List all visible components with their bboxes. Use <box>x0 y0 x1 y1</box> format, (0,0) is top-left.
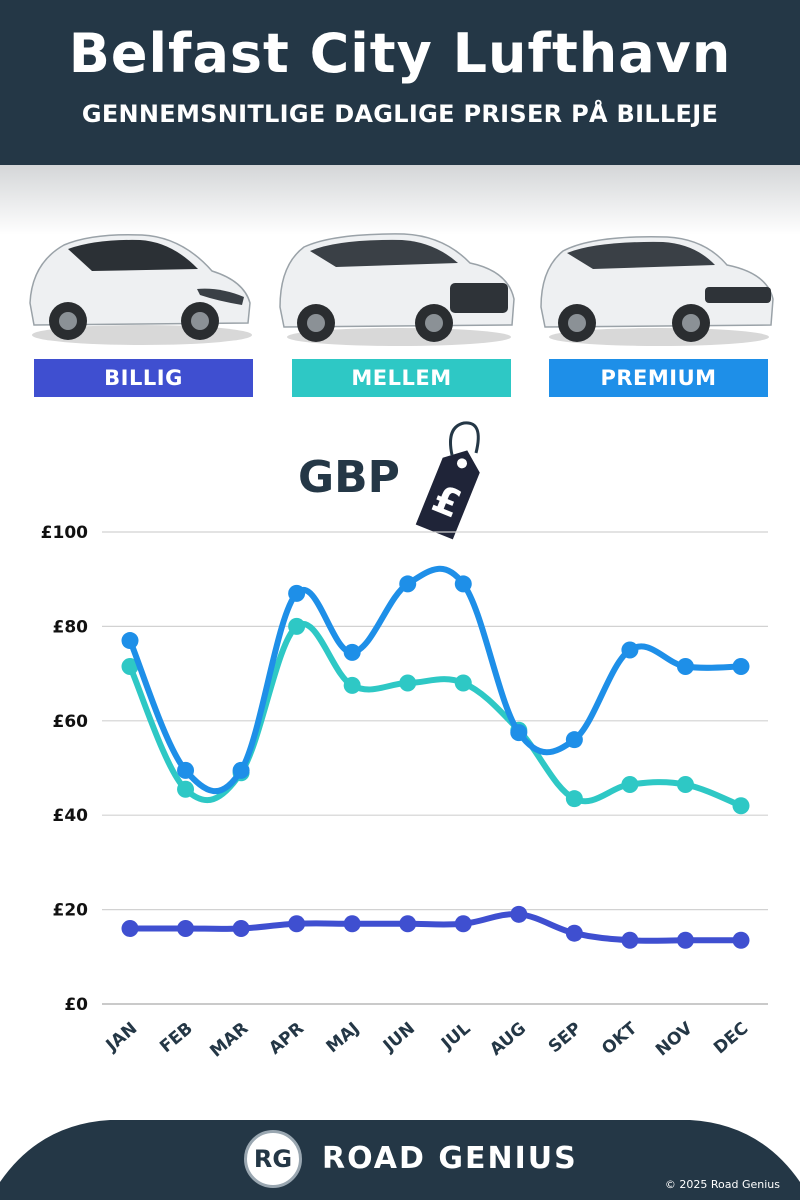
x-tick-label: NOV <box>652 1018 697 1060</box>
x-tick-label: MAJ <box>323 1019 364 1058</box>
data-point-mellem <box>177 780 195 798</box>
data-point-premium <box>732 658 750 676</box>
data-point-mellem <box>399 674 417 692</box>
data-point-billig <box>399 915 417 933</box>
data-point-premium <box>621 641 639 659</box>
data-point-billig <box>676 931 694 949</box>
data-point-billig <box>232 919 250 937</box>
footer-banner <box>0 1120 800 1200</box>
data-point-mellem <box>565 790 583 808</box>
x-tick-label: JUN <box>379 1019 419 1057</box>
data-point-billig <box>565 924 583 942</box>
data-point-mellem <box>454 674 472 692</box>
data-point-mellem <box>121 658 139 676</box>
data-point-billig <box>732 931 750 949</box>
y-tick-label: £0 <box>64 995 88 1015</box>
data-point-mellem <box>621 776 639 794</box>
brand-name: ROAD GENIUS <box>322 1141 578 1176</box>
data-point-premium <box>232 761 250 779</box>
data-point-premium <box>565 731 583 749</box>
data-point-billig <box>343 915 361 933</box>
price-tag-icon: £ <box>415 421 480 540</box>
data-point-premium <box>454 575 472 593</box>
midsize-suv-image <box>279 233 515 346</box>
page-subtitle: GENNEMSNITLIGE DAGLIGE PRISER PÅ BILLEJE <box>81 100 719 128</box>
data-point-mellem <box>288 617 306 635</box>
data-point-premium <box>177 761 195 779</box>
data-point-premium <box>510 724 528 742</box>
series-line-billig <box>127 911 744 944</box>
page-title: Belfast City Lufthavn <box>68 22 732 85</box>
x-tick-label: JUL <box>437 1018 474 1054</box>
data-point-mellem <box>343 676 361 694</box>
y-tick-label: £60 <box>53 712 89 732</box>
y-tick-label: £80 <box>53 617 89 637</box>
y-tick-label: £40 <box>53 806 89 826</box>
economy-car-image <box>29 233 252 345</box>
data-point-billig <box>288 915 306 933</box>
data-point-premium <box>288 584 306 602</box>
x-tick-label: FEB <box>156 1019 197 1058</box>
x-tick-label: DEC <box>710 1019 752 1059</box>
data-point-billig <box>510 905 528 923</box>
header-shadow <box>0 165 800 235</box>
data-point-billig <box>621 931 639 949</box>
data-point-premium <box>121 632 139 650</box>
road-genius-logo: RG <box>244 1130 302 1188</box>
data-point-mellem <box>676 776 694 794</box>
category-label-midsize: MELLEM <box>292 359 511 397</box>
price-line-chart: £0 £20 £40 £60 £80 £100 JAN FEB MAR APR MAJ JUN JUL… <box>41 523 768 1062</box>
data-point-mellem <box>732 797 750 815</box>
x-tick-label: APR <box>265 1019 308 1059</box>
premium-suv-image <box>540 236 774 346</box>
category-label-premium: PREMIUM <box>549 359 768 397</box>
data-point-premium <box>676 658 694 676</box>
data-point-premium <box>399 575 417 593</box>
data-point-billig <box>454 915 472 933</box>
x-tick-label: MAR <box>206 1019 252 1062</box>
y-tick-label: £100 <box>41 523 88 543</box>
x-tick-label: OKT <box>598 1018 641 1059</box>
data-point-billig <box>121 919 139 937</box>
x-tick-label: AUG <box>486 1019 530 1060</box>
category-label-economy: BILLIG <box>34 359 253 397</box>
copyright-text: © 2025 Road Genius <box>664 1178 780 1191</box>
header-banner: Belfast City Lufthavn GENNEMSNITLIGE DAG… <box>0 0 800 165</box>
x-tick-label: SEP <box>545 1019 586 1058</box>
y-tick-label: £20 <box>53 901 89 921</box>
data-point-premium <box>343 643 361 661</box>
data-point-billig <box>177 919 195 937</box>
currency-label: GBP <box>298 452 400 503</box>
x-tick-label: JAN <box>102 1019 141 1057</box>
